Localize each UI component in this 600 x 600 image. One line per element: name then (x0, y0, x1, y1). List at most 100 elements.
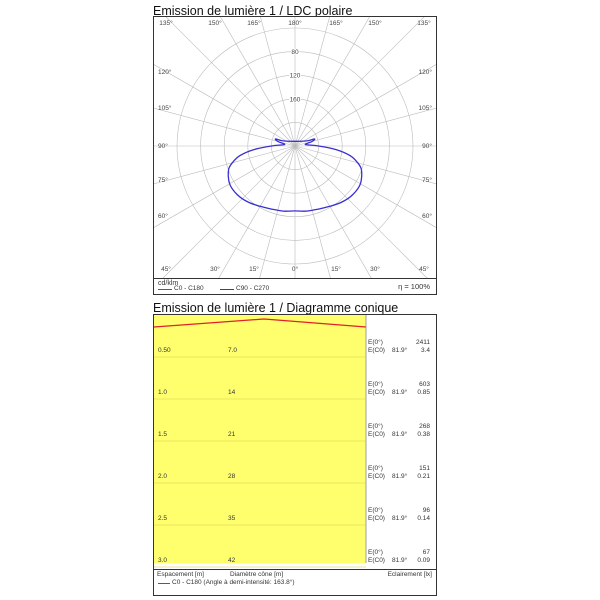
cone-legend-line (158, 583, 170, 584)
polar-spoke (154, 145, 296, 228)
cone-spacing-value: 0.50 (158, 347, 171, 354)
legend-label-c90: C90 - C270 (236, 285, 270, 292)
legend-line-c0 (158, 289, 172, 290)
polar-angle-label: 60° (422, 212, 432, 220)
polar-spoke (154, 107, 296, 147)
polar-spoke (294, 107, 436, 147)
polar-spoke (294, 145, 429, 279)
cone-ec-angle: 81.9° (392, 473, 408, 480)
cone-footer-divider (154, 569, 436, 570)
polar-angle-label: 165° (329, 19, 343, 27)
polar-chart-panel: 160 120 80 135° 150° 165° 180° 165° 150° 135° 45° 3… (153, 16, 437, 295)
polar-angle-label: 45° (161, 265, 171, 273)
polar-angle-label: 180° (288, 19, 302, 27)
polar-angle-label: 75° (422, 176, 432, 184)
cone-ec-label: E(C0) (368, 515, 385, 522)
polar-spoke (294, 17, 330, 147)
legend-line-c90 (220, 289, 234, 290)
polar-angle-label: 75° (158, 176, 168, 184)
polar-spoke (220, 17, 296, 147)
polar-spoke (294, 145, 436, 228)
polar-angle-label: 165° (247, 19, 261, 27)
polar-angle-label: 135° (159, 19, 173, 27)
polar-angle-label: 120° (419, 68, 433, 76)
polar-radial-tick: 120 (290, 73, 301, 80)
polar-efficiency: η = 100% (398, 282, 430, 291)
polar-angle-label: 0° (292, 265, 299, 273)
polar-angle-label: 90° (422, 142, 432, 150)
cone-spacing-value: 1.0 (158, 389, 168, 396)
polar-series-c90 (227, 138, 363, 212)
cone-fill (154, 315, 366, 563)
cone-diameter-value: 7.0 (228, 347, 238, 354)
illuminance-axis-label: Eclairement [lx] (387, 571, 432, 578)
polar-spoke (161, 145, 296, 279)
cone-e0-label: E(0°) (368, 381, 383, 388)
cone-diameter-value: 14 (228, 389, 236, 396)
cone-e0-label: E(0°) (368, 507, 383, 514)
cone-outline (154, 318, 367, 328)
polar-spoke (294, 64, 436, 147)
polar-spoke (154, 64, 296, 147)
cone-e0-value: 151 (419, 465, 430, 472)
cone-ec-angle: 81.9° (392, 389, 408, 396)
cone-spacing-value: 2.0 (158, 473, 168, 480)
diameter-axis-label: Diamètre cône [m] (230, 571, 284, 578)
cone-ec-label: E(C0) (368, 347, 385, 354)
polar-spoke (165, 17, 296, 147)
cone-diameter-value: 28 (228, 473, 236, 480)
polar-spoke (294, 145, 436, 185)
cone-spacing-value: 1.5 (158, 431, 168, 438)
spacing-axis-label: Espacement [m] (157, 571, 204, 578)
cone-e0-label: E(0°) (368, 465, 383, 472)
cone-ec-label: E(C0) (368, 473, 385, 480)
cone-ec-value: 0.14 (417, 515, 430, 522)
cone-spacing-value: 2.5 (158, 515, 168, 522)
polar-spoke (294, 145, 331, 279)
cone-chart (154, 315, 367, 568)
polar-angle-label: 90° (158, 142, 168, 150)
polar-angle-label: 60° (158, 212, 168, 220)
cone-e0-value: 2411 (416, 339, 430, 346)
cone-legend-label: C0 - C180 (Angle à demi-intensité: 163.8… (172, 579, 295, 586)
polar-unit: cd/klm (158, 280, 179, 287)
polar-angle-label: 15° (249, 265, 259, 273)
cone-e0-label: E(0°) (368, 339, 383, 346)
cone-e0-value: 96 (422, 507, 430, 514)
polar-chart: 160 120 80 135° 150° 165° 180° 165° 150° 135° 45° 3… (154, 17, 436, 279)
polar-angle-label: 30° (210, 265, 220, 273)
cone-ec-value: 0.21 (417, 473, 430, 480)
cone-ec-angle: 81.9° (392, 347, 408, 354)
polar-spoke (294, 145, 373, 279)
cone-e0-value: 603 (419, 381, 430, 388)
cone-e0-label: E(0°) (368, 549, 383, 556)
polar-spoke (217, 145, 296, 279)
cone-ec-value: 0.85 (417, 389, 430, 396)
polar-angle-label: 45° (419, 265, 429, 273)
polar-angle-label: 150° (208, 19, 222, 27)
cone-ec-value: 3.4 (420, 347, 430, 354)
cone-chart-panel: 0.50 7.0 E(0°) 2411 E(C0) 81.9° 3.4 1.0 14 E(0°) 6… (153, 314, 437, 596)
polar-spoke (260, 17, 296, 147)
cone-title: Emission de lumière 1 / Diagramme coniqu… (153, 301, 399, 315)
polar-spoke (259, 145, 296, 279)
cone-ec-label: E(C0) (368, 557, 385, 564)
polar-angle-label: 120° (158, 68, 172, 76)
cone-ec-value: 0.09 (417, 557, 430, 564)
cone-spacing-value: 3.0 (158, 557, 168, 564)
cone-diameter-value: 42 (228, 557, 236, 564)
cone-ec-angle: 81.9° (392, 431, 408, 438)
polar-spoke (294, 17, 370, 147)
polar-spoke (154, 145, 296, 185)
cone-ec-angle: 81.9° (392, 515, 408, 522)
polar-spoke (294, 17, 425, 147)
polar-title: Emission de lumière 1 / LDC polaire (153, 4, 353, 18)
cone-ec-label: E(C0) (368, 389, 385, 396)
polar-legend-divider (154, 278, 436, 279)
cone-ec-angle: 81.9° (392, 557, 408, 564)
polar-angle-label: 105° (419, 104, 433, 112)
legend-label-c0: C0 - C180 (174, 285, 204, 292)
polar-radial-tick: 160 (290, 96, 301, 103)
cone-diameter-value: 35 (228, 515, 236, 522)
cone-ec-label: E(C0) (368, 431, 385, 438)
